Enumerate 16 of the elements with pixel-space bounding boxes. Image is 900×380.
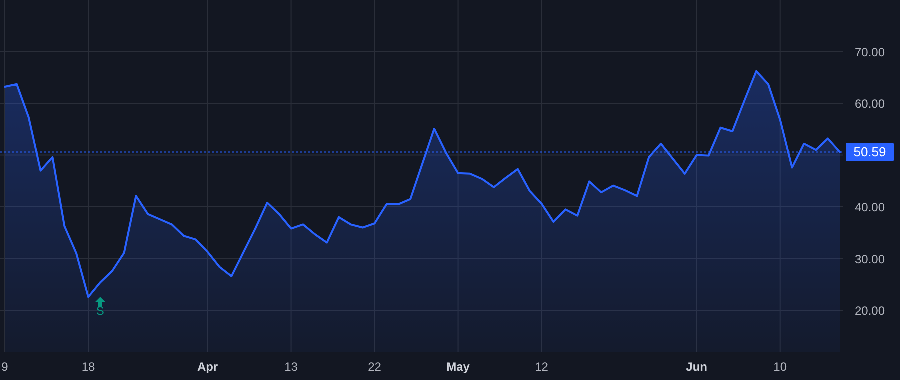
x-tick-label: 22 xyxy=(368,360,382,374)
annotation: S xyxy=(96,304,104,318)
x-tick-label: 18 xyxy=(82,360,96,374)
ref-line-label: 50.59 xyxy=(854,144,886,160)
x-tick-label: 9 xyxy=(2,360,9,374)
x-tick-label: 10 xyxy=(774,360,788,374)
x-tick-label: 13 xyxy=(284,360,298,374)
y-tick-label: 30.00 xyxy=(854,252,886,266)
y-tick-label: 70.00 xyxy=(854,45,886,60)
x-tick-label: Apr xyxy=(197,360,218,374)
y-tick-label: 20.00 xyxy=(854,304,886,318)
x-tick-label: 12 xyxy=(535,360,549,374)
x-tick-label: Jun xyxy=(686,360,708,374)
y-tick-label: 40.00 xyxy=(854,200,886,215)
y-tick-label: 60.00 xyxy=(854,97,886,112)
x-tick-label: May xyxy=(446,360,470,374)
